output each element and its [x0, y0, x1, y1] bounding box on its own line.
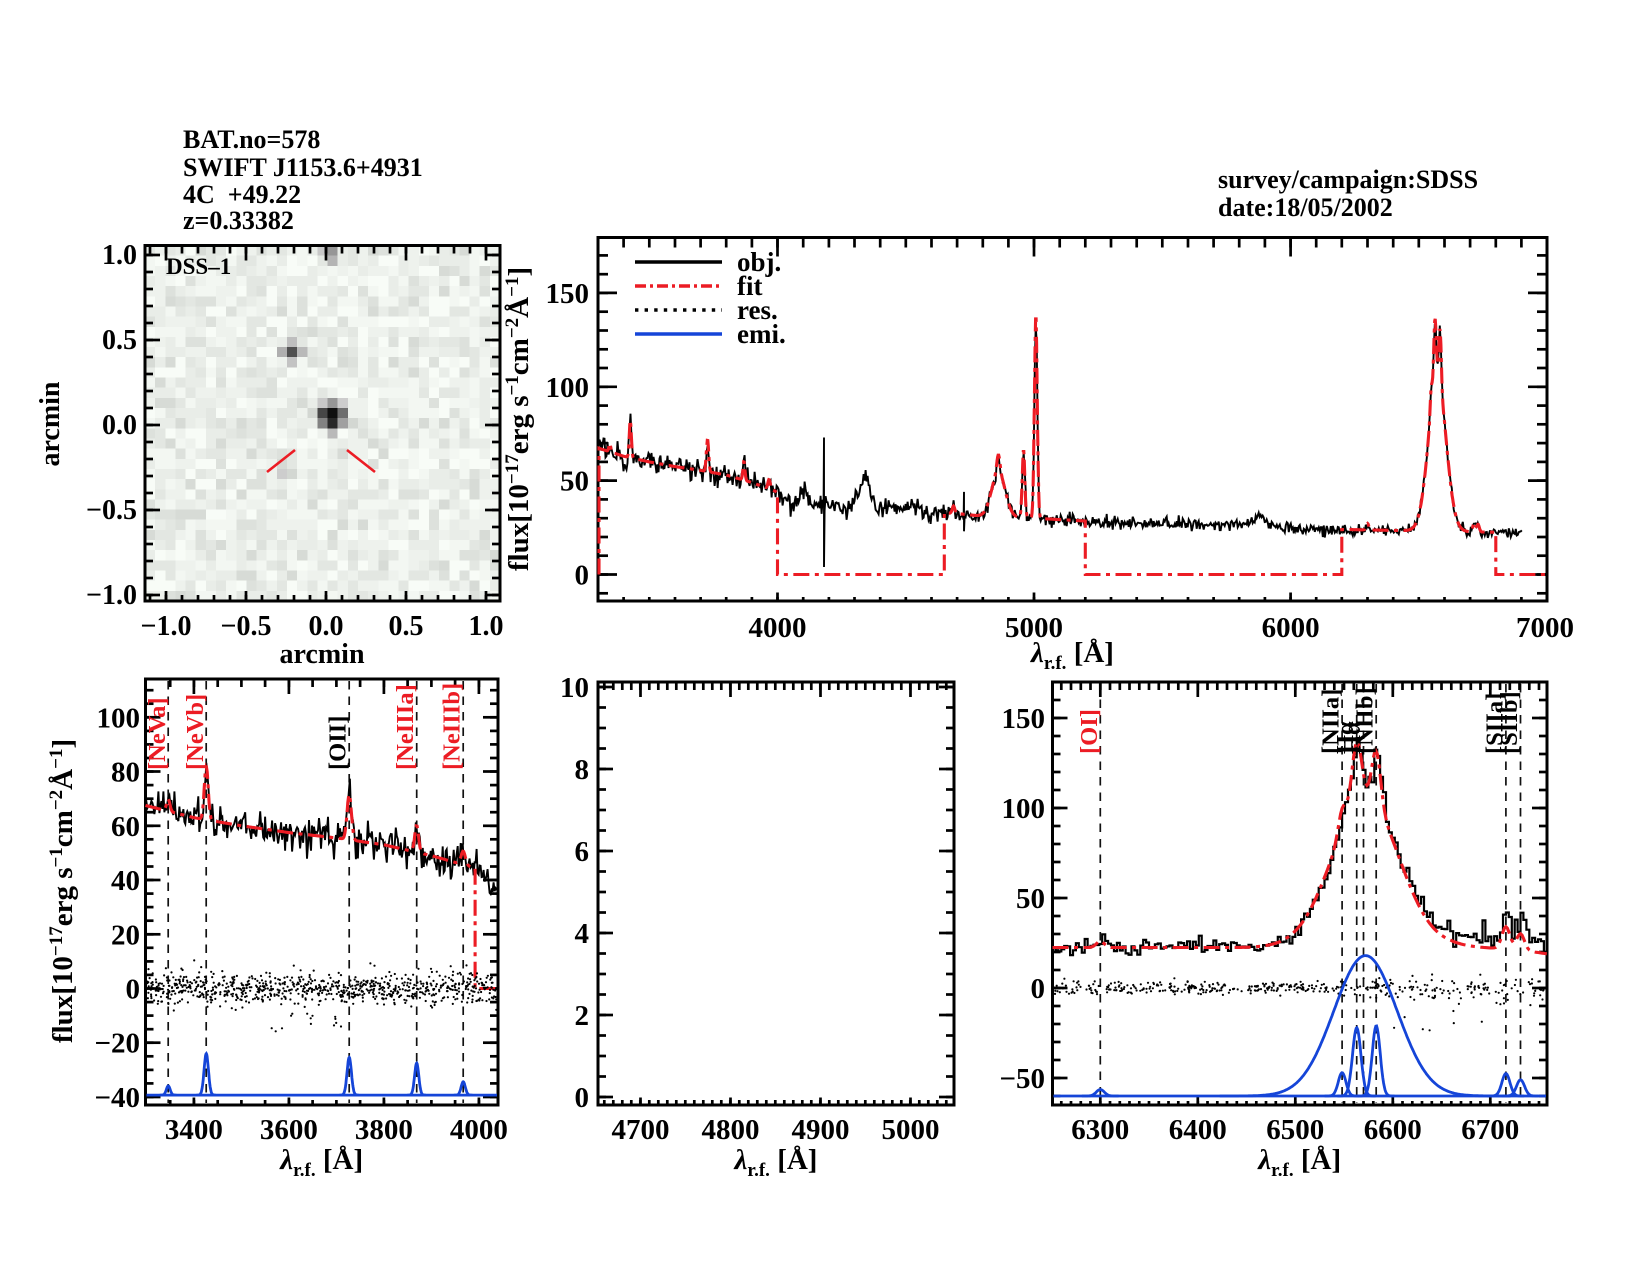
- svg-text:−20: −20: [94, 1028, 140, 1060]
- svg-text:4: 4: [575, 918, 590, 950]
- svg-text:6400: 6400: [1169, 1114, 1227, 1146]
- svg-text:4000: 4000: [749, 612, 807, 644]
- svg-text:6300: 6300: [1071, 1114, 1129, 1146]
- svg-text:0.0: 0.0: [309, 611, 344, 642]
- svg-text:fit: fit: [737, 271, 762, 301]
- svg-text:flux[10−17erg s−1cm−2Å−1]: flux[10−17erg s−1cm−2Å−1]: [502, 267, 535, 571]
- svg-text:res.: res.: [737, 295, 778, 325]
- svg-text:[NIIb]: [NIIb]: [1352, 687, 1379, 754]
- svg-text:100: 100: [1002, 793, 1046, 825]
- svg-text:[OII]: [OII]: [325, 716, 352, 770]
- svg-text:80: 80: [111, 757, 140, 789]
- svg-text:SWIFT J1153.6+4931: SWIFT J1153.6+4931: [183, 153, 423, 182]
- svg-text:−40: −40: [94, 1082, 140, 1114]
- svg-text:date:18/05/2002: date:18/05/2002: [1218, 193, 1393, 222]
- svg-text:0: 0: [1031, 973, 1046, 1005]
- svg-text:−50: −50: [999, 1063, 1045, 1095]
- svg-text:BAT.no=578: BAT.no=578: [183, 125, 320, 154]
- svg-text:3400: 3400: [165, 1114, 223, 1146]
- svg-text:8: 8: [575, 754, 590, 786]
- svg-text:DSS–1: DSS–1: [166, 254, 231, 279]
- svg-text:[NeIIIb]: [NeIIIb]: [439, 683, 466, 770]
- svg-text:5000: 5000: [1005, 612, 1063, 644]
- svg-text:150: 150: [546, 278, 590, 310]
- svg-text:6600: 6600: [1364, 1114, 1422, 1146]
- svg-text:2: 2: [575, 1000, 590, 1032]
- svg-text:arcmin: arcmin: [35, 381, 66, 466]
- svg-text:3800: 3800: [355, 1114, 413, 1146]
- svg-text:4900: 4900: [792, 1114, 850, 1146]
- svg-text:0.5: 0.5: [102, 325, 137, 356]
- svg-text:−0.5: −0.5: [221, 611, 272, 642]
- svg-text:[SIIa]: [SIIa]: [1481, 693, 1508, 754]
- svg-text:[OI]: [OI]: [1076, 709, 1103, 754]
- svg-text:1.0: 1.0: [102, 240, 137, 271]
- svg-text:−1.0: −1.0: [141, 611, 192, 642]
- svg-text:−0.5: −0.5: [86, 495, 137, 526]
- svg-text:survey/campaign:SDSS: survey/campaign:SDSS: [1218, 165, 1478, 194]
- svg-text:−1.0: −1.0: [86, 580, 137, 611]
- svg-text:arcmin: arcmin: [279, 639, 364, 670]
- svg-text:Hα: Hα: [1339, 721, 1366, 754]
- svg-text:50: 50: [560, 466, 589, 498]
- svg-text:6500: 6500: [1266, 1114, 1324, 1146]
- svg-text:Hα: Hα: [1332, 721, 1359, 754]
- svg-text:3600: 3600: [260, 1114, 318, 1146]
- svg-text:λr.f. [Å]: λr.f. [Å]: [1257, 1144, 1341, 1181]
- svg-text:0.0: 0.0: [102, 410, 137, 441]
- svg-text:[SIIb]: [SIIb]: [1496, 691, 1523, 754]
- svg-text:0.5: 0.5: [389, 611, 424, 642]
- svg-text:[NIIa]: [NIIa]: [1318, 689, 1345, 754]
- svg-text:λr.f. [Å]: λr.f. [Å]: [734, 1144, 818, 1181]
- svg-text:4C +49.22: 4C +49.22: [183, 180, 301, 209]
- svg-text:4000: 4000: [450, 1114, 508, 1146]
- svg-text:7000: 7000: [1516, 612, 1574, 644]
- svg-text:100: 100: [546, 372, 590, 404]
- svg-text:[NeVb]: [NeVb]: [182, 694, 209, 770]
- svg-text:100: 100: [97, 702, 141, 734]
- svg-text:0: 0: [575, 1082, 590, 1114]
- svg-text:z=0.33382: z=0.33382: [183, 206, 294, 235]
- svg-text:6000: 6000: [1262, 612, 1320, 644]
- svg-text:60: 60: [111, 811, 140, 843]
- svg-text:1.0: 1.0: [469, 611, 504, 642]
- svg-text:6: 6: [575, 836, 590, 868]
- svg-text:5000: 5000: [882, 1114, 940, 1146]
- svg-text:0: 0: [126, 974, 141, 1006]
- svg-text:4800: 4800: [702, 1114, 760, 1146]
- svg-text:0: 0: [575, 560, 590, 592]
- svg-text:20: 20: [111, 919, 140, 951]
- svg-text:10: 10: [560, 672, 589, 704]
- svg-text:4700: 4700: [612, 1114, 670, 1146]
- svg-text:obj.: obj.: [737, 247, 781, 277]
- svg-text:flux[10−17erg s−1cm−2Å−1]: flux[10−17erg s−1cm−2Å−1]: [46, 739, 79, 1043]
- svg-text:150: 150: [1002, 703, 1046, 735]
- svg-text:50: 50: [1016, 883, 1045, 915]
- svg-text:λr.f. [Å]: λr.f. [Å]: [1030, 637, 1114, 674]
- svg-text:40: 40: [111, 865, 140, 897]
- svg-text:λr.f. [Å]: λr.f. [Å]: [279, 1144, 363, 1181]
- svg-text:6700: 6700: [1461, 1114, 1519, 1146]
- svg-text:[NeVa]: [NeVa]: [144, 697, 171, 770]
- svg-text:emi.: emi.: [737, 319, 786, 349]
- svg-text:[NeIIIa]: [NeIIIa]: [392, 684, 419, 770]
